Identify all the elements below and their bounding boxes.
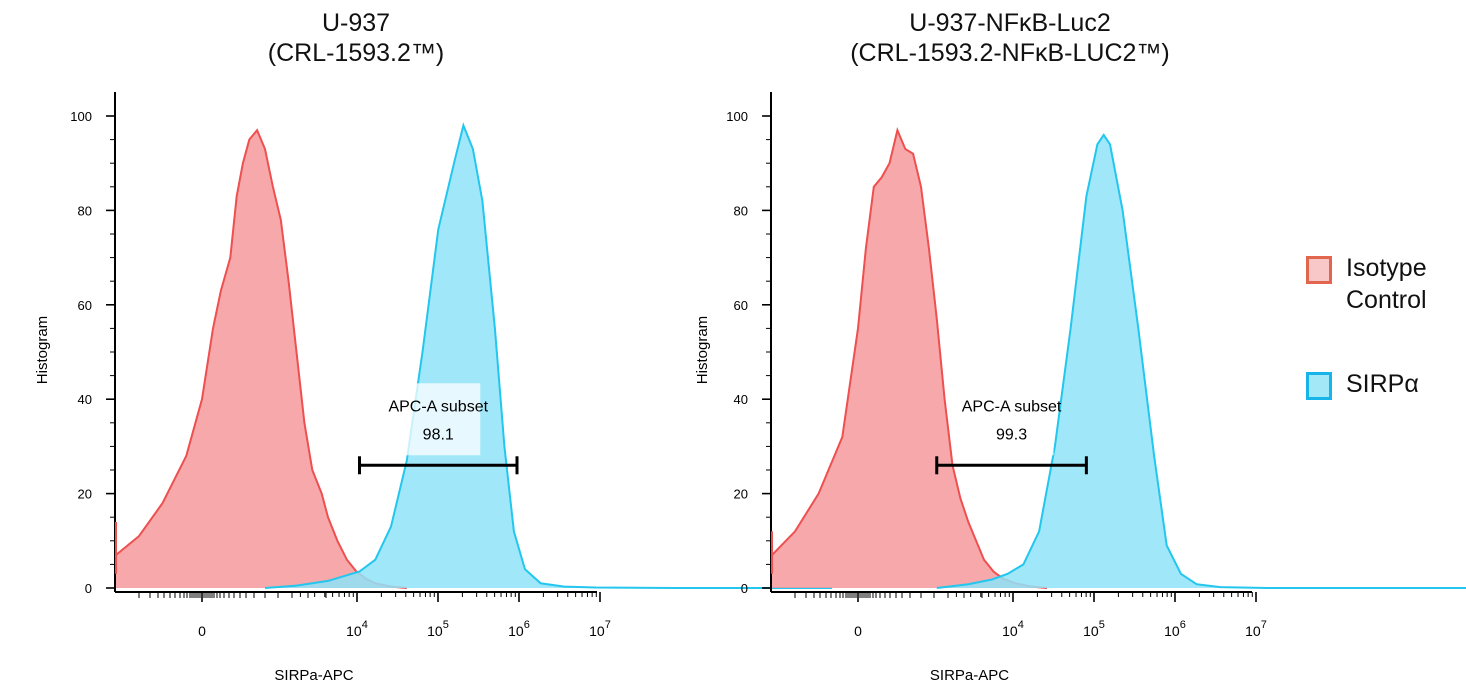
y-tick-label: 60: [78, 298, 92, 313]
series-line-isotype-control: [115, 128, 407, 589]
y-tick-label: 40: [78, 392, 92, 407]
series-line-sirpa: [264, 122, 832, 589]
panel-2-title-line2: (CRL-1593.2-NFκB-LUC2™): [850, 39, 1170, 67]
series-area-isotype-control: [116, 130, 407, 588]
x-tick-label: 106: [1164, 619, 1186, 639]
x-tick-label: 107: [1245, 619, 1267, 639]
x-tick-label: 105: [427, 619, 449, 639]
gate-label: APC-A subset: [388, 398, 488, 415]
y-axis-label: Histogram: [34, 316, 51, 384]
y-tick-label: 60: [734, 298, 748, 313]
series-line-sirpa: [936, 133, 1466, 589]
gate-label-background: [396, 383, 481, 456]
panel-2-title-line1: U-937-NFκB-Luc2: [909, 9, 1111, 37]
x-axis-label: SIRPa-APC: [930, 667, 1009, 684]
x-tick-label: 104: [346, 619, 368, 639]
legend-swatch-sirpa: [1306, 372, 1332, 400]
panel-1-title: U-937 (CRL-1593.2™): [216, 8, 496, 68]
series-area-sirpa: [936, 134, 1466, 588]
gate-value: 98.1: [423, 426, 454, 443]
legend-label-isotype-line1: Isotype: [1346, 254, 1427, 282]
y-tick-label: 20: [78, 487, 92, 502]
x-tick-label: 0: [854, 623, 862, 639]
series-area-sirpa: [265, 125, 832, 589]
legend-label-isotype-line2: Control: [1346, 286, 1427, 314]
x-axis-label: SIRPa-APC: [274, 667, 353, 684]
y-tick-label: 100: [70, 109, 92, 124]
y-axis-label: Histogram: [694, 316, 711, 384]
panel-2-title: U-937-NFκB-Luc2 (CRL-1593.2-NFκB-LUC2™): [780, 8, 1240, 68]
x-tick-label: 107: [589, 619, 611, 639]
series-line-isotype-control: [771, 126, 1048, 589]
y-tick-label: 20: [734, 487, 748, 502]
legend-item-sirpa: SIRPα: [1304, 368, 1454, 400]
panel-1-title-line1: U-937: [321, 9, 391, 37]
y-tick-label: 80: [78, 203, 92, 218]
legend-label-sirpa: SIRPα: [1346, 370, 1419, 398]
x-tick-label: 106: [508, 619, 530, 639]
x-tick-label: 104: [1002, 619, 1024, 639]
series-area-isotype-control: [772, 130, 1047, 588]
y-tick-label: 0: [741, 581, 748, 596]
legend-swatch-isotype: [1306, 256, 1332, 284]
chart-panel-2: 0 20 40 60 80 100 0 104 105 106 107 SIRPa-APC Histog…: [694, 92, 1466, 684]
y-tick-label: 40: [734, 392, 748, 407]
x-tick-label: 0: [198, 623, 206, 639]
y-tick-label: 100: [726, 109, 748, 124]
gate-label-background: [969, 383, 1054, 456]
gate-value: 99.3: [996, 426, 1027, 443]
panel-1-title-line2: (CRL-1593.2™): [267, 39, 445, 67]
x-tick-label: 105: [1083, 619, 1105, 639]
chart-panel-1: 0 20 40 60 80 100 0 104 105 106 107 SIRPa-APC Histog…: [34, 92, 832, 684]
y-tick-label: 80: [734, 203, 748, 218]
legend: Isotype Control SIRPα: [1304, 252, 1454, 400]
gate-label: APC-A subset: [962, 398, 1062, 415]
y-tick-label: 0: [85, 581, 92, 596]
legend-item-isotype-control: Isotype Control: [1304, 252, 1454, 316]
